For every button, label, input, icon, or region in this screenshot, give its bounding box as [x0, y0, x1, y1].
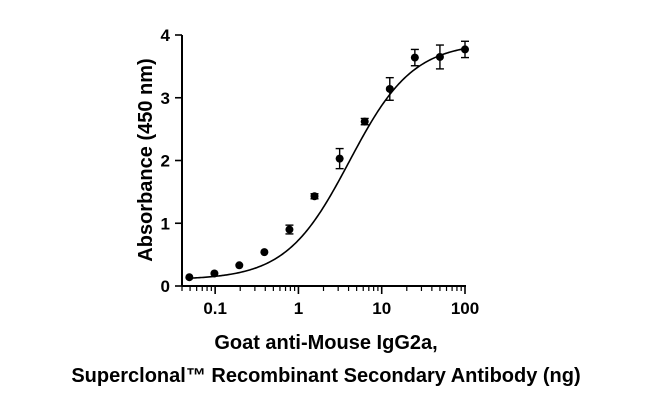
x-axis-title-line-2: Superclonal™ Recombinant Secondary Antib…: [71, 365, 580, 387]
x-tick-label-100: 100: [451, 299, 479, 318]
data-point: [210, 269, 219, 278]
x-tick-label-0.1: 0.1: [203, 299, 227, 318]
data-point: [360, 117, 369, 126]
data-point: [461, 45, 469, 54]
data-point: [310, 192, 319, 201]
data-point: [185, 273, 194, 282]
data-point: [410, 53, 419, 62]
x-tick-label-1: 1: [294, 299, 303, 318]
y-tick-label-3: 3: [161, 89, 170, 108]
data-point: [435, 52, 444, 61]
y-tick-label-2: 2: [161, 152, 170, 171]
data-point: [285, 225, 294, 234]
data-point: [235, 261, 244, 270]
y-tick-label-1: 1: [161, 214, 170, 233]
axes: 0 1 2 3 4 0.1 1 10 100: [161, 26, 480, 318]
data-point: [335, 154, 344, 163]
data-point: [385, 84, 394, 93]
x-tick-label-10: 10: [372, 299, 391, 318]
fit-curve: [189, 47, 466, 280]
y-tick-label-0: 0: [161, 277, 170, 296]
y-axis-title: Absorbance (450 nm): [135, 58, 157, 261]
plot-area: [185, 40, 469, 282]
data-point: [260, 248, 269, 257]
y-tick-label-4: 4: [161, 26, 171, 45]
x-axis-title-line-1: Goat anti-Mouse IgG2a,: [214, 332, 437, 354]
